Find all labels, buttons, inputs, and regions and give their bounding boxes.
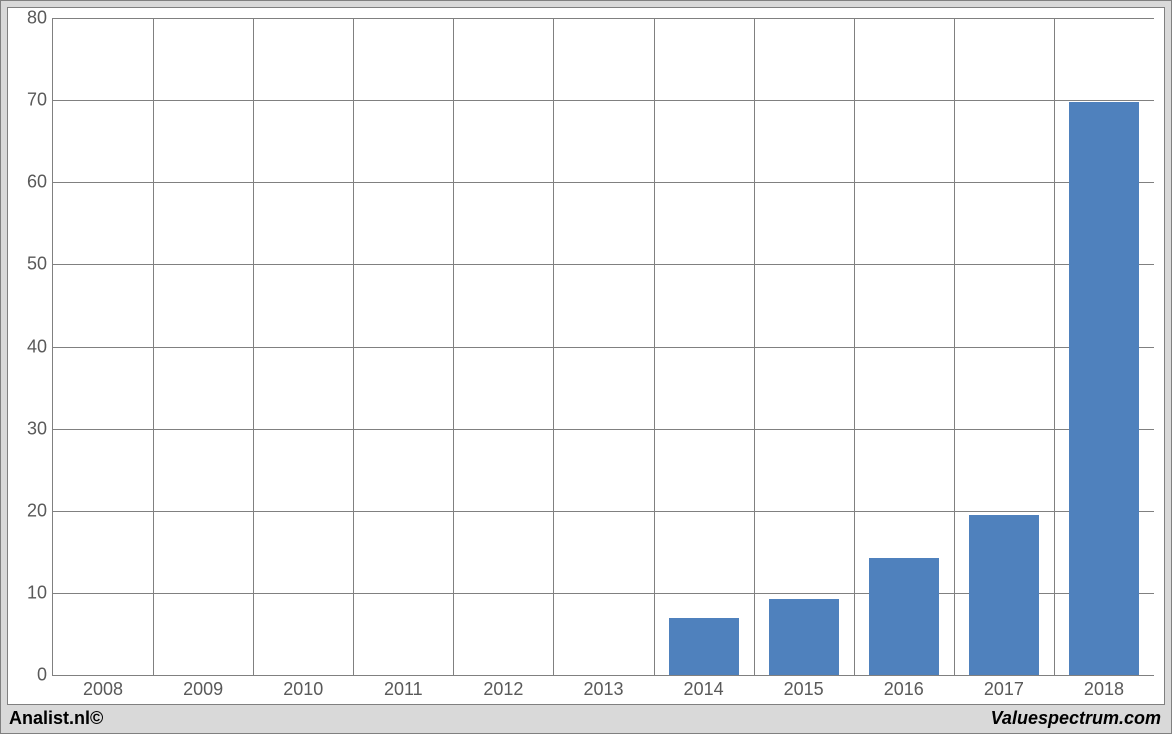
gridline-horizontal	[53, 182, 1154, 183]
bar	[969, 515, 1039, 675]
gridline-horizontal	[53, 429, 1154, 430]
y-axis-tick-label: 50	[27, 254, 53, 275]
bar	[769, 599, 839, 675]
gridline-horizontal	[53, 347, 1154, 348]
y-axis-tick-label: 60	[27, 172, 53, 193]
bar	[869, 558, 939, 675]
gridline-vertical	[654, 18, 655, 675]
gridline-horizontal	[53, 511, 1154, 512]
gridline-vertical	[153, 18, 154, 675]
gridline-horizontal	[53, 100, 1154, 101]
bar	[669, 618, 739, 675]
y-axis-tick-label: 40	[27, 336, 53, 357]
x-axis-tick-label: 2013	[583, 675, 623, 700]
gridline-horizontal	[53, 264, 1154, 265]
x-axis-tick-label: 2010	[283, 675, 323, 700]
gridline-horizontal	[53, 18, 1154, 19]
y-axis-tick-label: 10	[27, 582, 53, 603]
x-axis-tick-label: 2012	[483, 675, 523, 700]
x-axis-tick-label: 2008	[83, 675, 123, 700]
y-axis-tick-label: 20	[27, 500, 53, 521]
x-axis-tick-label: 2011	[384, 675, 423, 700]
x-axis-tick-label: 2009	[183, 675, 223, 700]
gridline-vertical	[854, 18, 855, 675]
gridline-vertical	[453, 18, 454, 675]
bar	[1069, 102, 1139, 675]
x-axis-tick-label: 2015	[784, 675, 824, 700]
chart-outer-frame: 0 10 20 30 40 50 60 70 80 2008 2009 2010 2011 2012 201…	[0, 0, 1172, 734]
y-axis-tick-label: 30	[27, 418, 53, 439]
plot-frame: 0 10 20 30 40 50 60 70 80 2008 2009 2010 2011 2012 201…	[7, 7, 1165, 705]
gridline-vertical	[253, 18, 254, 675]
y-axis-tick-label: 0	[37, 665, 53, 686]
x-axis-tick-label: 2017	[984, 675, 1024, 700]
x-axis-tick-label: 2016	[884, 675, 924, 700]
gridline-vertical	[353, 18, 354, 675]
y-axis-tick-label: 80	[27, 8, 53, 29]
footer-credit-left: Analist.nl©	[9, 708, 103, 729]
plot-area: 0102030405060708020082009201020112012201…	[52, 18, 1154, 676]
gridline-vertical	[553, 18, 554, 675]
y-axis-tick-label: 70	[27, 90, 53, 111]
gridline-vertical	[954, 18, 955, 675]
gridline-vertical	[754, 18, 755, 675]
gridline-vertical	[1054, 18, 1055, 675]
x-axis-tick-label: 2018	[1084, 675, 1124, 700]
footer-credit-right: Valuespectrum.com	[991, 708, 1161, 729]
x-axis-tick-label: 2014	[684, 675, 724, 700]
